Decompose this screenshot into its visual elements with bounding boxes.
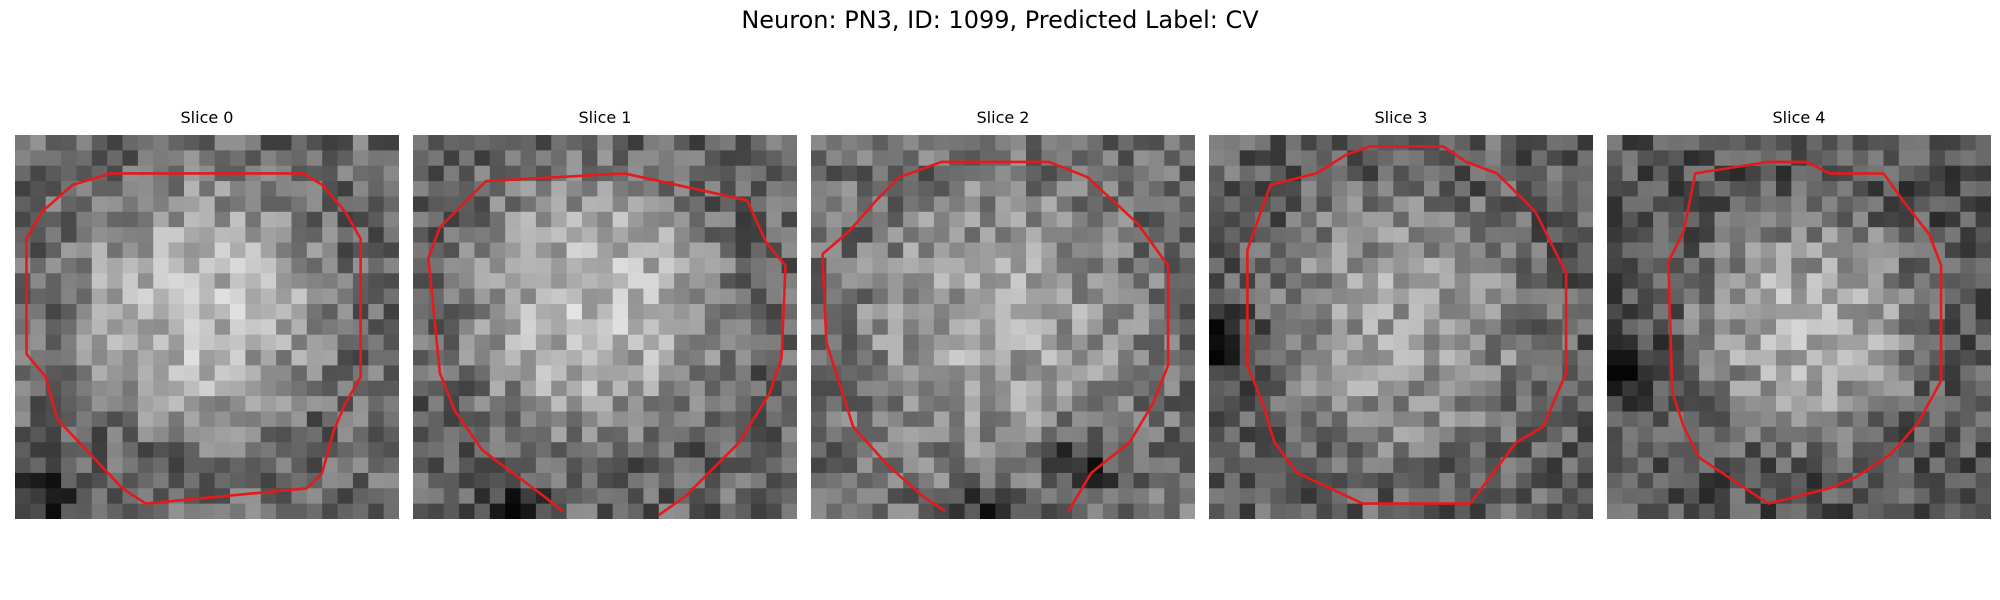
slice-image-0 <box>15 135 399 519</box>
slice-title-2: Slice 2 <box>811 108 1195 127</box>
slice-image-3 <box>1209 135 1593 519</box>
slice-title-4: Slice 4 <box>1607 108 1991 127</box>
slice-image-4 <box>1607 135 1991 519</box>
figure-title: Neuron: PN3, ID: 1099, Predicted Label: … <box>0 6 2000 34</box>
slice-title-1: Slice 1 <box>413 108 797 127</box>
slice-title-3: Slice 3 <box>1209 108 1593 127</box>
slice-image-1 <box>413 135 797 519</box>
slice-title-0: Slice 0 <box>15 108 399 127</box>
slice-image-2 <box>811 135 1195 519</box>
